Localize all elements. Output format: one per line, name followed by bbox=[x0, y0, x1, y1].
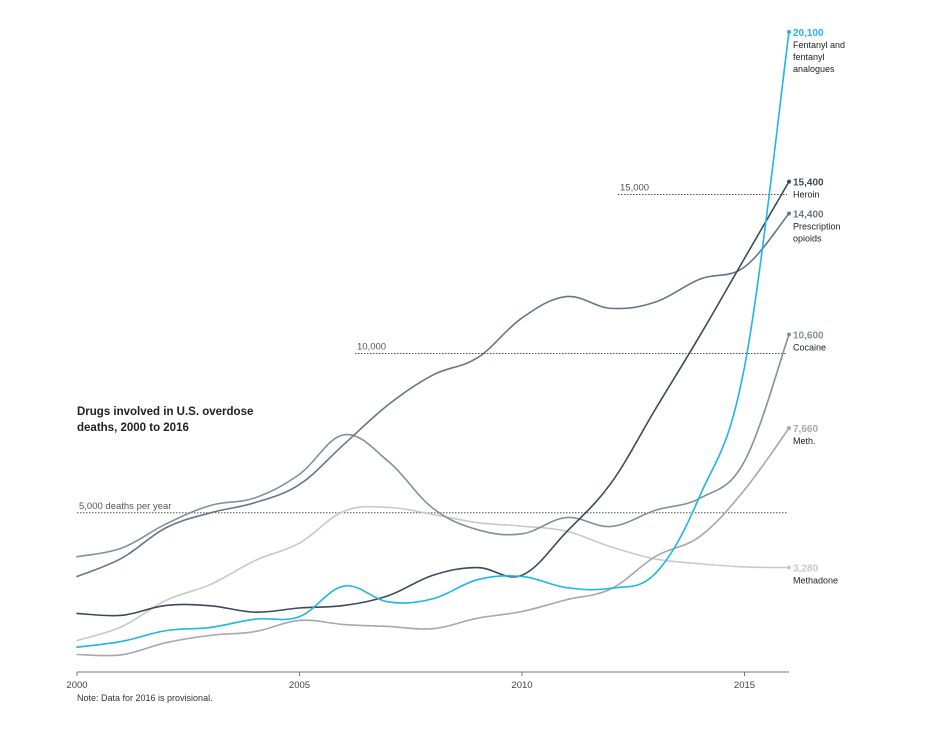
series-line bbox=[76, 333, 790, 558]
chart-note: Note: Data for 2016 is provisional. bbox=[77, 693, 213, 703]
series-end-point bbox=[787, 30, 791, 34]
x-axis: 2000 2005 2010 2015 bbox=[66, 671, 789, 691]
series-name-label: Heroin bbox=[793, 190, 820, 200]
x-tick-label: 2005 bbox=[289, 680, 310, 691]
series-end-value: 15,400 bbox=[793, 178, 824, 189]
series-line bbox=[76, 180, 790, 617]
x-tick-label: 2015 bbox=[734, 680, 755, 691]
series-name-label: Cocaine bbox=[793, 342, 826, 352]
series-end-value: 10,600 bbox=[793, 330, 824, 341]
series-end-point bbox=[787, 426, 791, 431]
series-end-point bbox=[787, 332, 791, 337]
series-line bbox=[76, 31, 790, 648]
series-end-value: 7,660 bbox=[793, 424, 818, 435]
series-line bbox=[76, 212, 790, 578]
series-name-label: Prescription opioids bbox=[793, 221, 841, 243]
series-name-label: Methadone bbox=[793, 576, 838, 586]
reference-line-label: 15,000 bbox=[620, 182, 649, 193]
series-end-value: 20,100 bbox=[793, 28, 824, 39]
x-tick-label: 2000 bbox=[66, 680, 87, 691]
series-line bbox=[76, 505, 790, 642]
reference-line-label: 10,000 bbox=[357, 342, 386, 353]
reference-line-label: 5,000 deaths per year bbox=[79, 501, 171, 512]
series-end-value: 3,280 bbox=[793, 564, 818, 575]
series-end-point bbox=[787, 179, 791, 184]
series-lines bbox=[76, 30, 791, 657]
series-end-point bbox=[787, 565, 791, 570]
series-line bbox=[76, 427, 790, 657]
x-tick-label: 2010 bbox=[511, 680, 532, 691]
series-end-value: 14,400 bbox=[793, 209, 824, 220]
series-name-label: Meth. bbox=[793, 436, 816, 446]
series-name-label: Fentanyl and fentanyl analogues bbox=[793, 40, 845, 74]
reference-lines: 5,000 deaths per year 10,000 15,000 bbox=[77, 182, 787, 514]
chart-title: Drugs involved in U.S. overdose deaths, … bbox=[77, 406, 254, 434]
series-end-point bbox=[787, 211, 791, 216]
